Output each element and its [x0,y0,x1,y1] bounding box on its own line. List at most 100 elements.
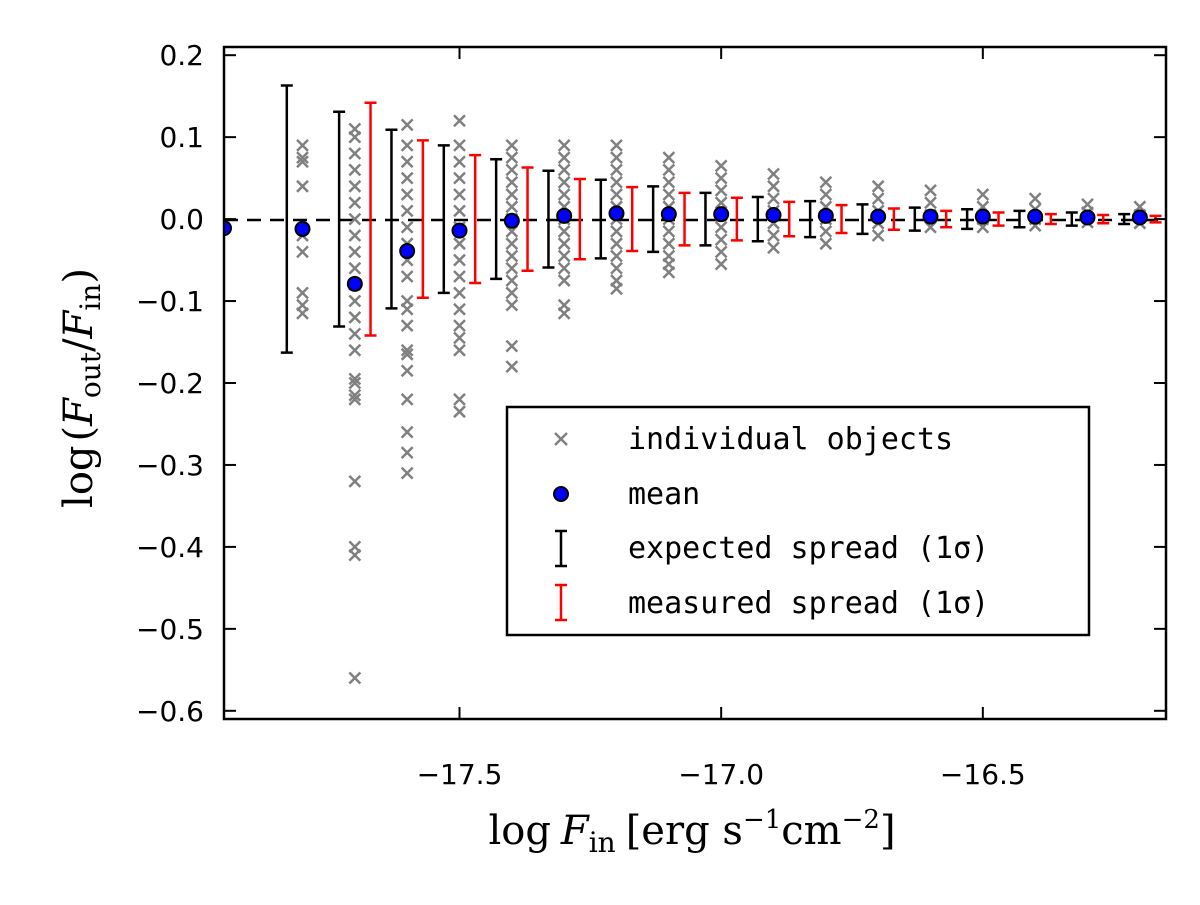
legend: individual objects mean expected spread … [505,405,1091,637]
individual-object-point [453,237,466,251]
individual-object-point [453,138,466,152]
individual-object-point [348,212,362,226]
individual-object-point [505,151,519,165]
individual-object-point [505,200,519,214]
y-axis-label: log(Fout/Fin) [56,268,107,508]
individual-object-point [662,175,676,189]
legend-box [505,405,1091,637]
individual-object-point [453,286,466,300]
x-tick-label: −17.0 [678,758,764,791]
individual-object-point [296,306,309,320]
mean-point [870,208,887,225]
individual-object-point [557,138,571,152]
y-label-close: ) [56,268,102,284]
individual-object-point [400,270,414,283]
x-label-sup1: −1 [743,805,781,835]
individual-object-point [714,196,728,210]
individual-object-point [819,237,833,251]
individual-object-point [453,253,466,267]
individual-object-point [610,249,623,263]
individual-object-point [348,179,362,193]
individual-object-point [714,245,728,259]
individual-object-point [400,393,414,406]
expected-spread-bar [856,203,869,236]
measured-spread-bar [940,209,953,229]
individual-object-point [505,163,519,177]
individual-object-point [557,151,571,165]
y-tick-label: −0.4 [136,531,204,564]
individual-object-point [557,188,571,201]
mean-point [713,206,730,223]
expected-spread-bar [594,178,607,260]
individual-object-point [767,241,780,255]
x-label-unit-mid: cm [781,808,841,854]
individual-object-point [348,311,362,324]
individual-object-point [348,245,362,259]
legend-mean-marker [553,486,569,502]
mean-point [1131,209,1148,226]
mean-point [765,207,782,223]
mean-point [660,206,677,223]
individual-object-point [348,343,362,357]
measured-spread-bar [521,166,534,272]
mean-point [608,205,625,222]
individual-object-point [400,347,414,361]
expected-spread-bar [385,128,398,310]
individual-object-point [348,130,362,144]
expected-spread-bar [542,169,555,269]
y-tick-label: −0.6 [136,695,204,728]
legend-label-mean: mean [628,477,700,512]
individual-object-point [348,229,362,242]
individual-object-point [348,376,362,390]
individual-object-point [714,184,728,197]
individual-object-point [348,474,362,488]
y-label-open: ( [56,426,102,442]
measured-spread-bar [416,139,429,300]
individual-object-point [505,188,519,201]
y-tick-label: −0.2 [136,367,204,400]
measured-spread-bar [573,177,586,261]
y-label-var2: F [56,309,102,339]
individual-object-point [453,171,466,185]
individual-object-point [505,261,519,275]
y-label-sub2: in [74,284,107,311]
x-axis-label: log Fin [erg s−1cm−2] [488,805,895,859]
individual-object-point [348,327,362,341]
axis-ticks [224,47,1166,719]
individual-object-point [557,175,571,189]
mean-layer [224,205,1148,292]
individual-object-point [871,229,885,242]
individual-object-point [505,298,519,312]
y-tick-label: −0.5 [136,613,204,646]
mean-point [294,220,311,237]
expected-spread-bar [1118,212,1131,226]
expected-spread-bar [1065,211,1078,227]
individual-object-point [348,372,362,386]
measured-spread-bar [835,203,848,235]
individual-object-point [557,261,571,275]
y-tick-label: 0.2 [159,39,204,72]
individual-object-point [453,204,466,218]
individual-object-point [714,233,728,246]
legend-expected-spread-marker [555,529,567,568]
expected-spread-bar [1013,209,1026,229]
mean-point [817,207,834,224]
mean-point [556,207,573,224]
expected-spread-bar [647,185,660,254]
individual-object-point [453,302,466,316]
individual-object-point [610,138,623,152]
y-label-slash: / [56,338,102,352]
individual-object-point [924,184,937,197]
individual-object-point [348,294,362,308]
expected-spread-bar [699,191,712,247]
individual-object-point [662,151,676,165]
y-tick-label: −0.1 [136,285,204,318]
individual-object-point [767,167,780,181]
individual-object-point [296,286,309,300]
individual-object-point [819,225,833,238]
individual-object-point [871,192,885,205]
x-tick-labels: −17.5 −17.0 −16.5 [417,758,1026,791]
individual-object-point [453,319,466,333]
individual-object-point [610,237,623,251]
